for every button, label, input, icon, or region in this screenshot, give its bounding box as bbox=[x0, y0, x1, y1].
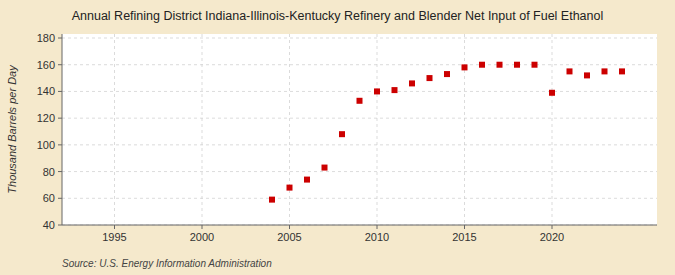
x-grid-line bbox=[552, 34, 553, 225]
y-tick-label: 140 bbox=[37, 85, 55, 97]
source-note: Source: U.S. Energy Information Administ… bbox=[62, 258, 272, 269]
x-tick-label: 2020 bbox=[540, 231, 564, 243]
point bbox=[602, 68, 608, 74]
y-tick-label: 80 bbox=[43, 166, 55, 178]
y-tick-label: 40 bbox=[43, 219, 55, 231]
y-tick bbox=[58, 225, 62, 226]
y-tick-label: 60 bbox=[43, 192, 55, 204]
y-tick bbox=[58, 38, 62, 39]
point bbox=[619, 68, 625, 74]
point bbox=[409, 80, 415, 86]
point bbox=[287, 185, 293, 191]
x-grid-line bbox=[114, 34, 115, 225]
x-tick bbox=[552, 225, 553, 229]
y-tick-label: 120 bbox=[37, 112, 55, 124]
point bbox=[339, 131, 345, 137]
y-tick bbox=[58, 144, 62, 145]
point bbox=[357, 98, 363, 104]
x-grid-line bbox=[377, 34, 378, 225]
x-tick bbox=[114, 225, 115, 229]
y-tick-label: 180 bbox=[37, 32, 55, 44]
point bbox=[497, 62, 503, 68]
points bbox=[269, 62, 625, 203]
x-axis-line bbox=[62, 225, 657, 226]
y-tick bbox=[58, 91, 62, 92]
x-grid-line bbox=[289, 34, 290, 225]
y-axis-label: Thousand Barrels per Day bbox=[6, 64, 18, 194]
x-grid-line bbox=[202, 34, 203, 225]
y-tick bbox=[58, 64, 62, 65]
y-tick-label: 100 bbox=[37, 139, 55, 151]
grid bbox=[62, 34, 657, 225]
point bbox=[374, 88, 380, 94]
x-tick bbox=[464, 225, 465, 229]
x-tick-label: 2010 bbox=[365, 231, 389, 243]
chart: 1995 2000 2005 2010 2015 2020 40 60 80 100 120 140 1… bbox=[0, 0, 675, 275]
x-tick-label: 2005 bbox=[277, 231, 301, 243]
point bbox=[479, 62, 485, 68]
title: Annual Refining District Indiana-Illinoi… bbox=[72, 9, 604, 23]
point bbox=[304, 177, 310, 183]
point bbox=[462, 64, 468, 70]
y-axis-line bbox=[62, 34, 63, 225]
point bbox=[584, 72, 590, 78]
y-tick bbox=[58, 118, 62, 119]
point bbox=[567, 68, 573, 74]
point bbox=[549, 90, 555, 96]
y-tick bbox=[58, 171, 62, 172]
point bbox=[392, 87, 398, 93]
point bbox=[532, 62, 538, 68]
axes: 1995 2000 2005 2010 2015 2020 40 60 80 100 120 140 1… bbox=[37, 32, 657, 243]
y-tick bbox=[58, 198, 62, 199]
x-grid-line bbox=[464, 34, 465, 225]
y-grid-line bbox=[62, 64, 657, 65]
y-grid-line bbox=[62, 198, 657, 199]
point bbox=[269, 197, 275, 203]
plot-area bbox=[62, 34, 657, 225]
point bbox=[514, 62, 520, 68]
y-tick-label: 160 bbox=[37, 59, 55, 71]
y-grid-line bbox=[62, 91, 657, 92]
x-tick bbox=[377, 225, 378, 229]
y-grid-line bbox=[62, 38, 657, 39]
point bbox=[444, 71, 450, 77]
x-tick-label: 1995 bbox=[102, 231, 126, 243]
point bbox=[427, 75, 433, 81]
y-grid-line bbox=[62, 118, 657, 119]
x-tick bbox=[289, 225, 290, 229]
y-grid-line bbox=[62, 171, 657, 172]
point bbox=[322, 165, 328, 171]
x-tick bbox=[202, 225, 203, 229]
x-tick-label: 2015 bbox=[452, 231, 476, 243]
x-tick-label: 2000 bbox=[190, 231, 214, 243]
y-grid-line bbox=[62, 144, 657, 145]
y-grid-line bbox=[62, 225, 657, 226]
